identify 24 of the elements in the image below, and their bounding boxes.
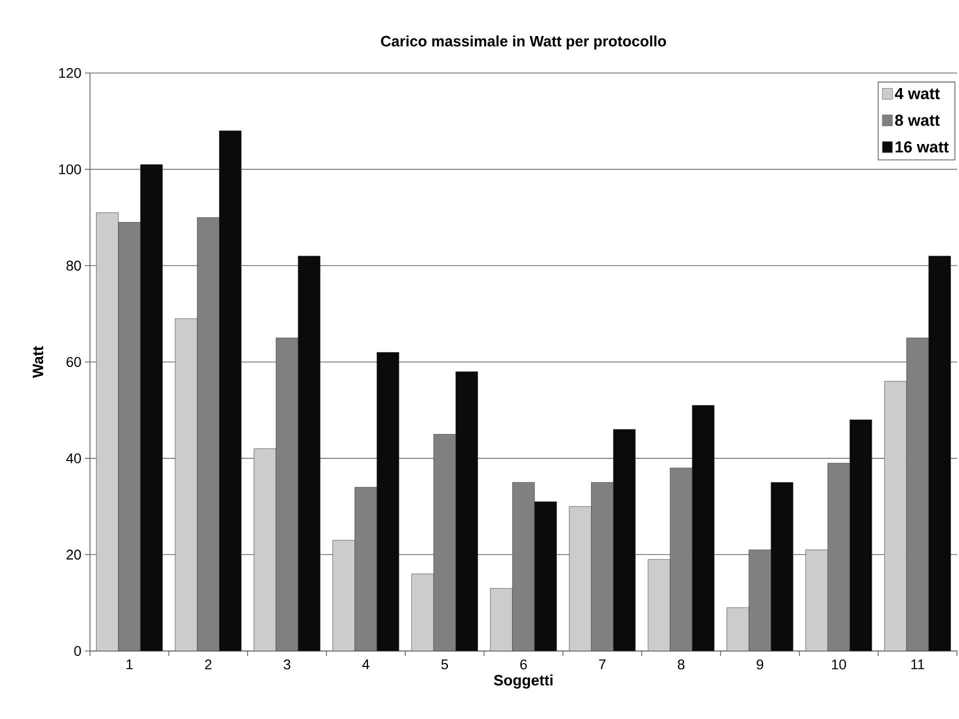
y-tick-label: 40: [66, 453, 81, 464]
x-tick-label: 5: [441, 660, 448, 670]
y-tick-label: 20: [66, 550, 81, 560]
x-tick-label: 8: [678, 660, 684, 670]
x-axis-title: Soggetti: [494, 674, 552, 689]
x-tick-label: 1: [126, 660, 133, 670]
x-tick-label: 3: [284, 660, 290, 670]
legend-label: 8 watt: [895, 114, 940, 126]
x-tick-label: 4: [362, 660, 370, 670]
y-tick-label: 100: [59, 164, 81, 174]
legend-label: 4 watt: [894, 88, 940, 100]
y-tick-label: 80: [66, 260, 81, 271]
legend-label: 16 watt: [896, 141, 949, 153]
x-tick-label: 11: [911, 660, 924, 670]
y-tick-label: 120: [59, 68, 81, 78]
x-tick-label: 7: [599, 660, 606, 670]
x-tick-label: 2: [205, 660, 212, 670]
x-tick-label: 6: [520, 660, 527, 670]
x-tick-label: 10: [832, 660, 846, 670]
y-axis-title: Watt: [32, 346, 44, 378]
x-tick-label: 9: [756, 660, 764, 670]
y-tick-label: 0: [74, 646, 81, 656]
y-tick-label: 60: [66, 357, 81, 367]
chart-title: Carico massimale in Watt per protocollo: [381, 35, 666, 50]
